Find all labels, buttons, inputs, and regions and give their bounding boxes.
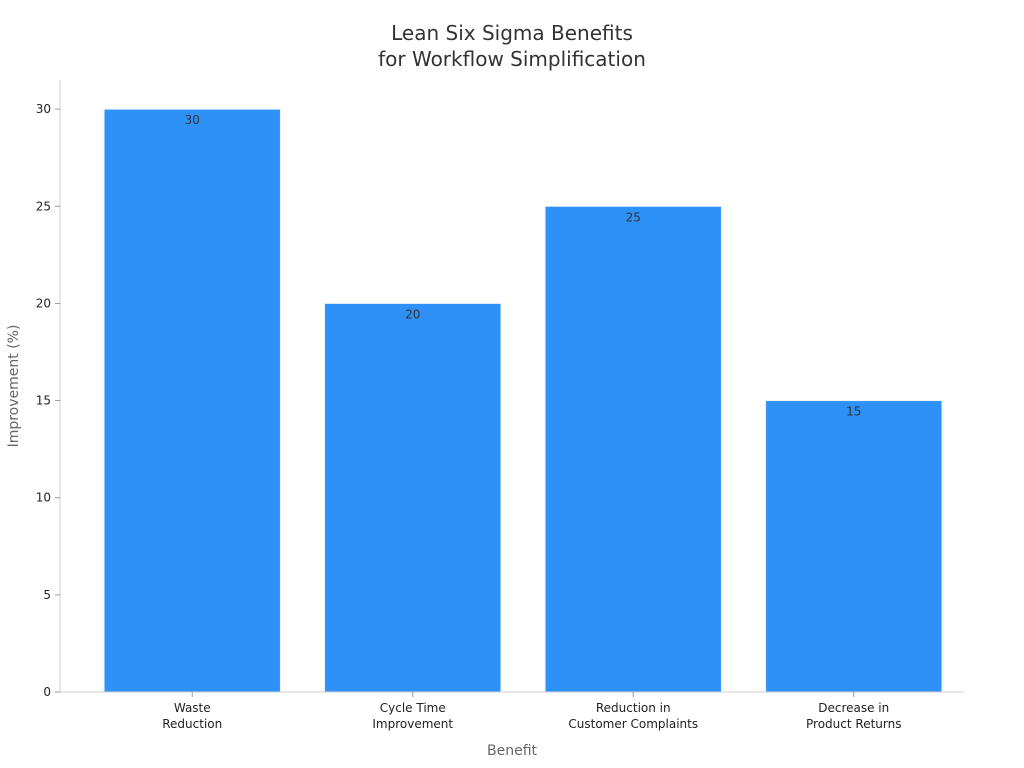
- x-tick-label-line: Reduction: [162, 717, 222, 731]
- chart-title-line-2: for Workflow Simplification: [378, 47, 646, 71]
- y-tick-label: 30: [36, 102, 51, 116]
- y-tick-label: 0: [43, 685, 51, 699]
- y-tick-label: 25: [36, 199, 51, 213]
- y-axis-label: Improvement (%): [6, 325, 22, 448]
- data-labels-group: 30 20 25 15: [185, 113, 862, 418]
- bar-value-label: 20: [405, 307, 420, 321]
- bar: [765, 400, 943, 693]
- x-tick-label: Decrease in Product Returns: [806, 701, 901, 731]
- y-tick-label: 5: [43, 588, 51, 602]
- bars-group: [103, 108, 943, 693]
- bar: [103, 108, 281, 693]
- x-tick-label-line: Decrease in: [818, 701, 889, 715]
- x-tick-label-line: Customer Complaints: [568, 717, 698, 731]
- y-tick-label: 20: [36, 296, 51, 310]
- y-tick-label: 15: [36, 394, 51, 408]
- x-tick-label: Waste Reduction: [162, 701, 222, 731]
- bar: [544, 205, 722, 693]
- bar: [324, 302, 502, 693]
- chart-title: Lean Six Sigma Benefits for Workflow Sim…: [378, 21, 646, 71]
- x-tick-label-line: Waste: [174, 701, 211, 715]
- x-tick-label-line: Product Returns: [806, 717, 901, 731]
- y-tick-label: 10: [36, 491, 51, 505]
- x-axis-label: Benefit: [487, 743, 538, 759]
- x-axis-ticks: Waste Reduction Cycle Time Improvement Reduc…: [162, 692, 901, 731]
- x-tick-label: Reduction in Customer Complaints: [568, 701, 698, 731]
- chart-title-line-1: Lean Six Sigma Benefits: [391, 21, 633, 45]
- bar-value-label: 15: [846, 405, 861, 419]
- bar-value-label: 25: [626, 210, 641, 224]
- x-tick-label: Cycle Time Improvement: [372, 701, 453, 731]
- x-tick-label-line: Reduction in: [596, 701, 671, 715]
- y-axis-ticks: 0 5 10 15 20 25 30: [36, 102, 60, 699]
- x-tick-label-line: Improvement: [372, 717, 453, 731]
- x-tick-label-line: Cycle Time: [380, 701, 446, 715]
- bar-value-label: 30: [185, 113, 200, 127]
